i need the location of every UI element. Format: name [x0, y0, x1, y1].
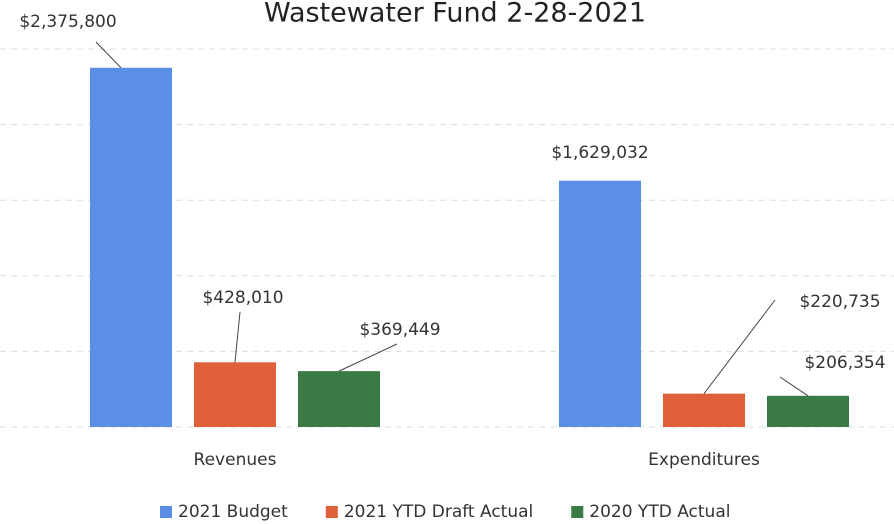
x-tick-label: Revenues	[194, 450, 277, 470]
leader-line	[703, 299, 776, 394]
bar	[559, 180, 641, 427]
legend-swatch	[325, 506, 338, 518]
legend-swatch	[160, 506, 172, 518]
legend-label: 2020 YTD Actual	[589, 502, 730, 522]
leader-line	[234, 311, 241, 363]
legend-label: 2021 YTD Draft Actual	[344, 502, 533, 522]
legend-label: 2021 Budget	[178, 502, 288, 522]
bar	[767, 395, 849, 427]
data-label: $2,375,800	[19, 12, 116, 32]
data-label: $1,629,032	[551, 143, 648, 163]
data-label: $220,735	[799, 292, 880, 312]
leader-line	[95, 41, 122, 69]
bar	[194, 362, 276, 427]
data-label: $369,449	[359, 320, 440, 340]
chart-title: Wastewater Fund 2-28-2021	[264, 0, 646, 29]
x-tick-label: Expenditures	[648, 450, 760, 470]
leader-line	[338, 343, 398, 372]
bar	[298, 371, 380, 427]
bar	[90, 67, 172, 427]
data-label: $206,354	[804, 353, 885, 373]
bar	[663, 393, 745, 427]
data-label: $428,010	[202, 288, 283, 308]
leader-line	[779, 376, 809, 397]
legend-swatch	[571, 506, 584, 518]
